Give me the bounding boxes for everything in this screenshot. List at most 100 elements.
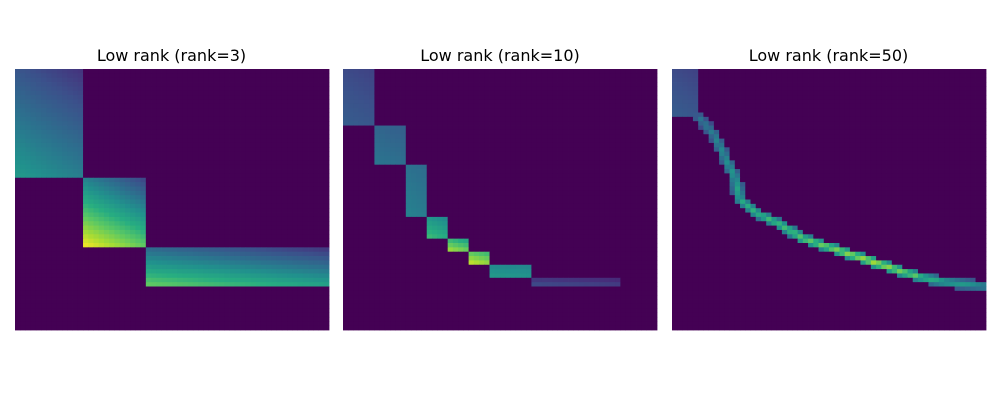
heatmap-cell: [395, 99, 401, 105]
heatmap-cell: [88, 99, 94, 105]
heatmap-cell: [166, 251, 173, 257]
heatmap-cell: [182, 73, 189, 79]
heatmap-cell: [384, 112, 391, 118]
heatmap-cell: [358, 169, 365, 174]
heatmap-cell: [260, 77, 267, 83]
heatmap-cell: [323, 234, 330, 240]
heatmap-cell: [281, 303, 288, 309]
heatmap-cell: [145, 238, 152, 244]
heatmap-cell: [77, 199, 84, 205]
heatmap-cell: [198, 173, 204, 179]
heatmap-cell: [30, 195, 37, 200]
heatmap-cell: [405, 129, 412, 135]
heatmap-cell: [552, 121, 558, 126]
heatmap-cell: [369, 86, 375, 92]
heatmap-cell: [250, 221, 257, 226]
heatmap-cell: [198, 203, 204, 209]
heatmap-cell: [46, 99, 53, 105]
heatmap-cell: [630, 108, 637, 113]
heatmap-cell: [224, 290, 230, 296]
heatmap-cell: [20, 229, 26, 235]
heatmap-cell: [62, 203, 68, 209]
heatmap-cell: [98, 69, 105, 74]
heatmap-cell: [452, 142, 459, 148]
heatmap-cell: [77, 286, 84, 292]
heatmap-cell: [109, 82, 115, 87]
heatmap-cell: [276, 229, 283, 235]
heatmap-cell: [124, 321, 131, 327]
heatmap-cell: [369, 129, 375, 135]
heatmap-cell: [119, 203, 126, 209]
heatmap-cell: [72, 173, 79, 179]
heatmap-cell: [135, 82, 141, 87]
heatmap-cell: [67, 90, 73, 96]
heatmap-cell: [56, 208, 63, 213]
heatmap-cell: [250, 112, 257, 118]
heatmap-cell: [177, 116, 183, 122]
heatmap-cell: [276, 182, 283, 187]
heatmap-cell: [30, 299, 37, 305]
heatmap-cell: [620, 77, 626, 83]
heatmap-cell: [182, 295, 189, 300]
heatmap-cell: [562, 99, 569, 105]
heatmap-cell: [421, 156, 428, 161]
heatmap-cell: [156, 195, 162, 200]
heatmap-cell: [77, 295, 84, 300]
heatmap-cell: [281, 247, 288, 253]
heatmap-cell: [25, 325, 32, 331]
heatmap-cell: [187, 229, 194, 235]
heatmap-cell: [447, 147, 454, 153]
heatmap-cell: [229, 321, 236, 327]
heatmap-cell: [219, 99, 225, 105]
heatmap-cell: [520, 95, 527, 100]
heatmap-cell: [198, 286, 204, 292]
heatmap-cell: [287, 156, 293, 161]
heatmap-cell: [41, 129, 47, 135]
heatmap-cell: [313, 147, 319, 153]
heatmap-cell: [46, 195, 53, 200]
heatmap-cell: [46, 221, 53, 226]
heatmap-cell: [62, 308, 68, 313]
heatmap-cell: [234, 234, 241, 240]
heatmap-cell: [447, 160, 454, 166]
heatmap-cell: [67, 73, 73, 79]
heatmap-cell: [240, 234, 246, 240]
heatmap-cell: [88, 190, 94, 196]
heatmap-cell: [30, 321, 37, 327]
heatmap-cell: [557, 138, 564, 144]
heatmap-cell: [313, 238, 319, 244]
heatmap-cell: [130, 142, 136, 148]
heatmap-cell: [15, 121, 21, 126]
heatmap-cell: [313, 243, 319, 248]
heatmap-cell: [500, 134, 506, 139]
heatmap-cell: [114, 77, 121, 83]
heatmap-cell: [229, 125, 236, 131]
heatmap-cell: [198, 303, 204, 309]
heatmap-cell: [172, 234, 178, 240]
heatmap-cell: [255, 138, 262, 144]
heatmap-cell: [308, 208, 314, 213]
heatmap-cell: [67, 86, 73, 92]
heatmap-cell: [51, 282, 58, 287]
heatmap-cell: [46, 282, 53, 287]
heatmap-cell: [130, 269, 136, 274]
heatmap-cell: [62, 151, 68, 157]
heatmap-cell: [56, 299, 63, 305]
heatmap-cell: [166, 199, 173, 205]
heatmap-cell: [458, 125, 464, 131]
heatmap-cell: [51, 269, 58, 274]
heatmap-cell: [358, 164, 365, 170]
heatmap-cell: [526, 116, 532, 122]
heatmap-cell: [77, 164, 84, 170]
heatmap-cell: [161, 99, 168, 105]
heatmap-cell: [358, 108, 365, 113]
heatmap-cell: [271, 125, 278, 131]
heatmap-cell: [276, 134, 283, 139]
heatmap-cell: [83, 90, 89, 96]
heatmap-cell: [323, 321, 330, 327]
heatmap-cell: [198, 238, 204, 244]
heatmap-cell: [494, 82, 501, 87]
heatmap-cell: [620, 99, 626, 105]
heatmap-cell: [463, 142, 469, 148]
heatmap-cell: [384, 103, 391, 109]
